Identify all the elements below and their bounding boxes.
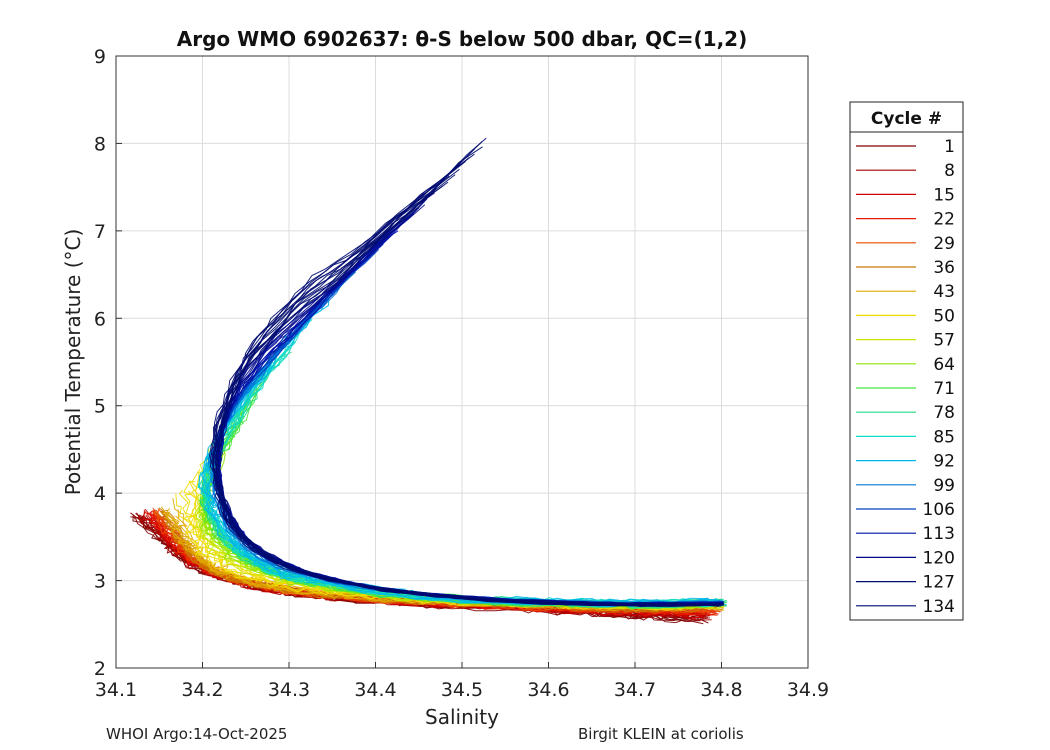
legend-entry-label: 92: [933, 452, 955, 472]
y-tick-label: 4: [94, 483, 106, 505]
legend-entry-label: 29: [933, 234, 955, 254]
chart-title: Argo WMO 6902637: θ-S below 500 dbar, QC…: [177, 27, 747, 51]
legend-entry-label: 22: [933, 210, 955, 230]
x-tick-label: 34.6: [527, 679, 569, 701]
cycle-profile-line: [164, 508, 721, 610]
x-tick-label: 34.7: [614, 679, 656, 701]
legend: Cycle #1 8 15 22 29 36 43 50 57 64 71 78 85 92 99 106 11…: [849, 101, 964, 621]
legend-entry-label: 15: [933, 185, 955, 205]
legend-entry-label: 50: [933, 306, 955, 326]
legend-entry-label: 78: [933, 403, 955, 423]
legend-entry-label: 113: [923, 524, 955, 544]
legend-entry-label: 134: [923, 597, 955, 617]
y-tick-label: 9: [94, 46, 106, 68]
legend-entry-label: 127: [923, 573, 955, 593]
x-tick-label: 34.2: [181, 679, 223, 701]
y-tick-label: 8: [94, 133, 106, 155]
y-tick-label: 5: [94, 396, 106, 418]
legend-entry-label: 106: [923, 500, 955, 520]
y-tick-label: 2: [94, 658, 106, 680]
legend-entry-label: 71: [933, 379, 955, 399]
y-tick-label: 7: [94, 221, 106, 243]
y-tick-label: 3: [94, 571, 106, 593]
legend-entry-label: 99: [933, 476, 955, 496]
plot-area: 34.1 34.2 34.3 34.4 34.5 34.6 34.7 34.8 34.9 2 3 4 5…: [94, 46, 829, 701]
x-axis-label: Salinity: [425, 705, 499, 729]
x-tick-label: 34.3: [268, 679, 310, 701]
legend-entry-label: 57: [933, 331, 955, 351]
y-tick-label: 6: [94, 308, 106, 330]
footer-left-note: WHOI Argo:14-Oct-2025: [106, 725, 288, 743]
legend-entry-label: 43: [933, 282, 955, 302]
profile-lines: [130, 137, 728, 625]
legend-entry-label: 85: [933, 427, 955, 447]
y-axis-label: Potential Temperature (°C): [61, 229, 85, 496]
x-tick-label: 34.5: [441, 679, 483, 701]
legend-entry-label: 120: [923, 548, 955, 568]
plot-frame: [115, 55, 809, 669]
cycle-profile-line: [208, 137, 722, 608]
legend-title: Cycle #: [871, 109, 942, 129]
x-tick-label: 34.9: [787, 679, 829, 701]
legend-entry-label: 64: [933, 355, 955, 375]
x-tick-label: 34.8: [700, 679, 742, 701]
legend-entry-label: 1: [944, 137, 955, 157]
x-tick-label: 34.1: [95, 679, 137, 701]
footer-right-note: Birgit KLEIN at coriolis: [578, 725, 744, 743]
legend-entry-label: 8: [944, 161, 955, 181]
x-tick-label: 34.4: [354, 679, 396, 701]
legend-entry-label: 36: [933, 258, 955, 278]
